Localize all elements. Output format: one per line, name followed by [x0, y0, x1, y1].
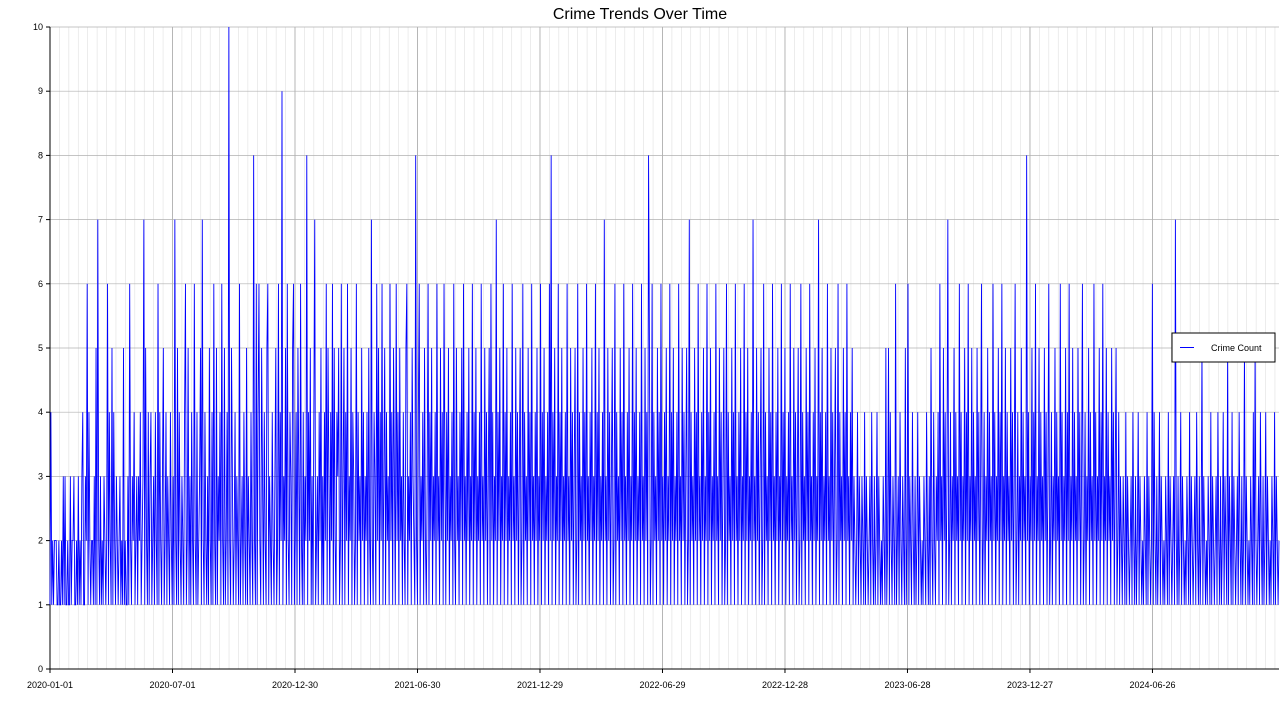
- series-group: [49, 26, 1280, 606]
- x-tick-label: 2021-06-30: [394, 680, 440, 690]
- series-line-0: [49, 26, 1280, 606]
- y-tick-label: 10: [33, 22, 43, 32]
- y-tick-label: 6: [38, 279, 43, 289]
- y-tick-label: 5: [38, 343, 43, 353]
- legend: Crime Count: [1171, 332, 1276, 363]
- y-tick-label: 3: [38, 471, 43, 481]
- x-tick-label: 2020-07-01: [149, 680, 195, 690]
- grid: [49, 26, 1279, 670]
- y-tick-label: 2: [38, 536, 43, 546]
- x-tick-label: 2021-12-29: [517, 680, 563, 690]
- x-tick-label: 2020-01-01: [27, 680, 73, 690]
- x-tick-label: 2023-12-27: [1007, 680, 1053, 690]
- x-tick-label: 2022-12-28: [762, 680, 808, 690]
- x-tick-label: 2023-06-28: [884, 680, 930, 690]
- axes: 0 1 2 3 4 5 6 7 8 9 10 2020-01-01 2020-07-01 2020-12-…: [27, 22, 1279, 690]
- y-tick-label: 1: [38, 600, 43, 610]
- y-tick-label: 4: [38, 407, 43, 417]
- x-tick-label: 2024-06-26: [1129, 680, 1175, 690]
- y-tick-label: 8: [38, 150, 43, 160]
- chart-title: Crime Trends Over Time: [553, 6, 727, 23]
- y-tick-label: 9: [38, 86, 43, 96]
- y-tick-label: 0: [38, 664, 43, 674]
- y-tick-label: 7: [38, 215, 43, 225]
- legend-label: Crime Count: [1211, 343, 1262, 353]
- x-tick-label: 2022-06-29: [639, 680, 685, 690]
- x-tick-label: 2020-12-30: [272, 680, 318, 690]
